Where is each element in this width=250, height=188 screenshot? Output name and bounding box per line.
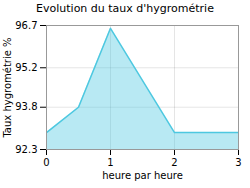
svg-text:3: 3 xyxy=(235,157,241,168)
svg-text:2: 2 xyxy=(171,157,177,168)
html-text:Evolution du taux d'hygrométri: Evolution du taux d'hygrométrie xyxy=(36,2,214,15)
svg-text:96.7: 96.7 xyxy=(15,20,37,31)
svg-text:Taux hygrométrie %: Taux hygrométrie % xyxy=(2,37,13,138)
svg-text:0: 0 xyxy=(43,157,49,168)
svg-text:92.3: 92.3 xyxy=(15,144,37,155)
svg-text:93.8: 93.8 xyxy=(15,101,37,112)
svg-text:1: 1 xyxy=(107,157,113,168)
svg-text:heure par heure: heure par heure xyxy=(102,170,183,181)
svg-text:95.2: 95.2 xyxy=(15,62,37,73)
